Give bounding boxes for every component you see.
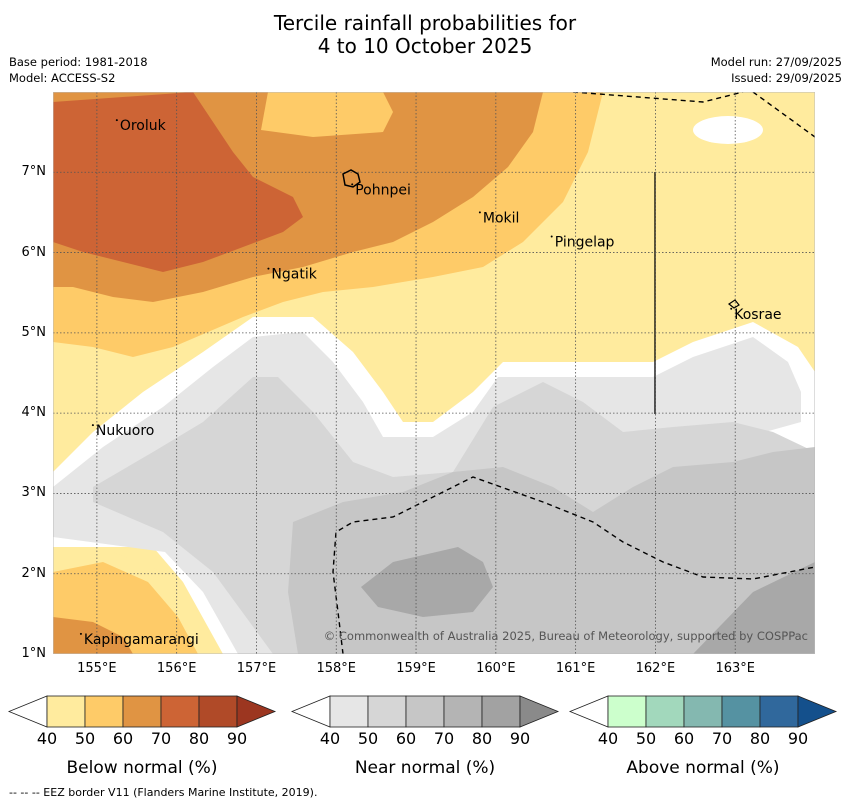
eez-footnote: -- -- -- EEZ border V11 (Flanders Marine… <box>9 786 318 799</box>
colorbar-tick-label: 40 <box>598 729 618 748</box>
colorbar-tick-label: 60 <box>113 729 133 748</box>
colorbar-1: 40 50 60 70 80 90 Below normal (%) <box>7 695 277 778</box>
below-normal-regions <box>53 92 603 654</box>
colorbar-segment <box>329 695 369 728</box>
place-marker <box>550 235 553 238</box>
lat-tick-label: 6°N <box>21 244 47 260</box>
place-labels: Oroluk Pohnpei Mokil Pingelap Ngatik Kosrae Nu… <box>79 118 782 648</box>
place-marker <box>267 267 270 270</box>
place-marker <box>478 211 481 214</box>
place-label-pohnpei: Pohnpei <box>355 182 411 198</box>
colorbar-min-arrow <box>7 695 48 728</box>
colorbar-max-arrow <box>519 695 560 728</box>
place-label-kapingamarangi: Kapingamarangi <box>84 632 199 648</box>
colorbar-tick-label: 40 <box>37 729 57 748</box>
base-period: Base period: 1981-2018 <box>9 55 148 69</box>
colorbar-tick-label: 90 <box>788 729 808 748</box>
lat-tick-label: 2°N <box>21 565 47 581</box>
colorbar-segment <box>721 695 761 728</box>
model-name: Model: ACCESS-S2 <box>9 71 116 85</box>
chart-title: Tercile rainfall probabilities for 4 to … <box>0 12 850 58</box>
colorbar-segment <box>46 695 86 728</box>
colorbar-segment <box>160 695 200 728</box>
colorbar-tick-label: 60 <box>396 729 416 748</box>
colorbar-segment <box>84 695 124 728</box>
meta-right: Model run: 27/09/2025 Issued: 29/09/2025 <box>711 54 842 86</box>
graticule <box>53 92 815 654</box>
colorbar-tick-label: 90 <box>227 729 247 748</box>
lon-tick-label: 163°E <box>715 661 755 676</box>
place-label-kosrae: Kosrae <box>734 307 781 323</box>
model-run: Model run: 27/09/2025 <box>710 55 842 69</box>
colorbar-title: Below normal (%) <box>67 758 218 778</box>
colorbar-segment <box>683 695 723 728</box>
lon-tick-label: 160°E <box>476 661 516 676</box>
lon-tick-label: 161°E <box>555 661 596 676</box>
lon-tick-label: 162°E <box>635 661 676 676</box>
lat-tick-label: 7°N <box>21 164 47 180</box>
colorbar-segment <box>645 695 685 728</box>
place-label-pingelap: Pingelap <box>555 235 615 251</box>
lon-tick-label: 155°E <box>77 661 117 676</box>
lon-tick-label: 158°E <box>316 661 357 676</box>
title-line-2: 4 to 10 October 2025 <box>317 34 533 58</box>
lat-tick-label: 4°N <box>21 405 47 421</box>
colorbar-tick-label: 80 <box>472 729 492 748</box>
probability-map: Oroluk Pohnpei Mokil Pingelap Ngatik Kosrae Nu… <box>53 92 815 654</box>
colorbar-segment <box>367 695 407 728</box>
place-marker <box>730 307 733 310</box>
eez-borders <box>332 92 815 654</box>
lon-tick-label: 159°E <box>396 661 436 676</box>
meta-left: Base period: 1981-2018 Model: ACCESS-S2 <box>9 54 148 86</box>
colorbar-min-arrow <box>290 695 331 728</box>
copyright-text: © Commonwealth of Australia 2025, Bureau… <box>324 629 808 643</box>
pohnpei-island-shape <box>342 169 361 188</box>
colorbar-tick-label: 60 <box>674 729 694 748</box>
issued-date: Issued: 29/09/2025 <box>731 71 842 85</box>
lat-tick-label: 1°N <box>21 646 47 661</box>
place-marker <box>79 632 82 635</box>
colorbar-title: Above normal (%) <box>626 758 779 778</box>
colorbar-max-arrow <box>236 695 277 728</box>
colorbar-3: 40 50 60 70 80 90 Above normal (%) <box>568 695 838 778</box>
lon-tick-label: 156°E <box>156 661 197 676</box>
lon-tick-label: 157°E <box>236 661 277 676</box>
colorbar-tick-label: 80 <box>750 729 770 748</box>
place-label-mokil: Mokil <box>483 210 520 226</box>
colorbar-segment <box>607 695 647 728</box>
legend-colorbars: 40 50 60 70 80 90 Below normal (%) 40 50 60 70 80 90… <box>7 695 838 778</box>
colorbar-segment <box>481 695 521 728</box>
place-marker <box>91 424 94 427</box>
near-normal-regions <box>53 317 815 654</box>
colorbar-segment <box>198 695 238 728</box>
lat-tick-label: 5°N <box>21 324 47 340</box>
colorbar-tick-label: 90 <box>510 729 530 748</box>
place-label-oroluk: Oroluk <box>120 118 167 134</box>
kosrae-island-shape <box>727 299 740 309</box>
white-patch <box>693 116 763 144</box>
colorbar-tick-label: 80 <box>189 729 209 748</box>
colorbar-tick-label: 40 <box>320 729 340 748</box>
colorbar-tick-label: 70 <box>434 729 454 748</box>
place-label-ngatik: Ngatik <box>271 267 317 283</box>
place-label-nukuoro: Nukuoro <box>96 423 154 439</box>
colorbar-max-arrow <box>797 695 838 728</box>
title-line-1: Tercile rainfall probabilities for <box>273 11 577 35</box>
colorbar-2: 40 50 60 70 80 90 Near normal (%) <box>290 695 560 778</box>
colorbar-segment <box>405 695 445 728</box>
colorbar-min-arrow <box>568 695 609 728</box>
colorbar-segment <box>759 695 799 728</box>
colorbar-title: Near normal (%) <box>355 758 495 778</box>
place-marker <box>351 183 354 186</box>
colorbar-segment <box>443 695 483 728</box>
colorbar-tick-label: 50 <box>358 729 378 748</box>
lat-tick-label: 3°N <box>21 485 47 501</box>
colorbar-segment <box>122 695 162 728</box>
place-marker <box>115 119 118 122</box>
colorbar-tick-label: 50 <box>636 729 656 748</box>
colorbar-tick-label: 70 <box>712 729 732 748</box>
colorbar-tick-label: 50 <box>75 729 95 748</box>
colorbar-tick-label: 70 <box>151 729 171 748</box>
